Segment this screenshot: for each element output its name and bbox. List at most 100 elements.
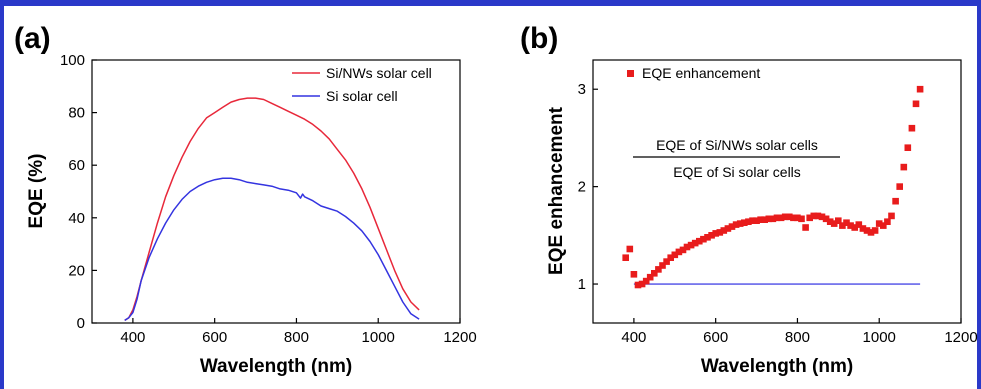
y-tick-label: 0	[77, 315, 85, 332]
data-point	[880, 222, 887, 229]
data-point	[736, 220, 744, 227]
x-tick-label: 400	[621, 329, 646, 346]
data-point	[741, 219, 748, 226]
panel-b-label: (b)	[520, 22, 558, 55]
data-point	[867, 229, 875, 236]
data-point	[761, 216, 768, 223]
panel-a-series-group	[124, 97, 420, 322]
data-point	[646, 273, 654, 281]
data-point	[683, 243, 691, 251]
x-tick-label: 1200	[944, 329, 977, 346]
data-point	[634, 281, 642, 289]
panel-b-plot-frame	[592, 59, 962, 324]
data-point	[847, 222, 854, 229]
y-tick-label: 20	[68, 262, 85, 279]
legend-label-si-nws: Si/NWs solar cell	[326, 65, 432, 81]
data-point	[720, 227, 728, 234]
data-point	[900, 163, 908, 171]
x-tick-label: 1000	[362, 329, 395, 346]
data-point	[871, 227, 879, 234]
panel-a-ylabel: EQE (%)	[26, 154, 47, 229]
x-tick-label: 600	[703, 329, 728, 346]
data-point	[786, 213, 793, 221]
data-point	[765, 215, 773, 223]
data-point	[777, 214, 785, 222]
panel-b-ylabel: EQE enhancement	[546, 106, 567, 275]
data-point	[663, 258, 670, 265]
data-point	[622, 254, 629, 261]
panel-b-series-group	[622, 85, 924, 289]
annotation-denominator: EQE of Si solar cells	[673, 164, 801, 180]
data-point	[875, 220, 883, 227]
panel-b: (b) 400 600 800 1000 1200 1 2 3 Wavelength (nm)…	[520, 22, 978, 377]
data-point	[912, 100, 920, 108]
data-point	[863, 227, 871, 234]
x-tick-label: 800	[284, 329, 309, 346]
x-tick-label: 1000	[863, 329, 896, 346]
data-point	[700, 235, 707, 243]
data-point	[655, 266, 662, 273]
data-point	[638, 280, 646, 288]
x-tick-label: 800	[785, 329, 810, 346]
panel-b-xlabel: Wavelength (nm)	[701, 356, 853, 377]
data-point	[855, 221, 863, 228]
data-point	[839, 222, 846, 229]
data-point	[712, 230, 719, 237]
data-point	[773, 214, 781, 222]
legend-marker-enhancement	[627, 70, 634, 77]
y-tick-label: 100	[60, 52, 85, 69]
data-point	[908, 124, 916, 132]
data-point	[822, 215, 830, 223]
legend-label-enhancement: EQE enhancement	[642, 65, 760, 81]
data-point	[794, 214, 801, 222]
series-line-si	[124, 177, 420, 322]
data-point	[802, 224, 809, 231]
x-tick-label: 400	[120, 329, 145, 346]
data-point	[826, 218, 834, 225]
y-tick-label: 60	[68, 157, 85, 174]
data-point	[696, 237, 703, 245]
data-point	[781, 213, 789, 221]
data-point	[843, 219, 850, 226]
data-point	[651, 270, 658, 277]
panel-a-legend: Si/NWs solar cell Si solar cell	[292, 65, 432, 104]
legend-label-si: Si solar cell	[326, 88, 398, 104]
panel-b-ticks: 400 600 800 1000 1200 1 2 3	[578, 81, 978, 346]
annotation-numerator: EQE of Si/NWs solar cells	[656, 137, 818, 153]
data-point	[757, 216, 764, 223]
data-point	[687, 241, 695, 249]
panel-a-xlabel: Wavelength (nm)	[200, 356, 352, 377]
y-tick-label: 40	[68, 210, 85, 227]
data-point	[704, 234, 711, 241]
data-point	[716, 229, 724, 236]
data-point	[749, 217, 756, 224]
data-point	[892, 197, 899, 205]
y-tick-label: 3	[578, 81, 586, 98]
data-point	[753, 217, 760, 224]
data-point	[728, 223, 736, 230]
data-point	[630, 271, 638, 278]
series-line-si-nws	[124, 97, 420, 322]
y-tick-label: 2	[578, 179, 586, 196]
data-point	[691, 239, 699, 247]
data-point	[859, 225, 867, 232]
data-point	[818, 213, 826, 221]
data-point	[835, 217, 842, 224]
data-point	[675, 248, 683, 256]
data-point	[667, 254, 674, 261]
data-point	[916, 85, 924, 93]
panel-b-ratio-annotation: EQE of Si/NWs solar cells EQE of Si sola…	[633, 137, 840, 180]
data-point	[679, 246, 687, 254]
data-point	[642, 277, 650, 285]
y-tick-label: 1	[578, 276, 586, 293]
data-point	[814, 212, 822, 220]
data-point	[810, 212, 818, 220]
data-point	[806, 214, 813, 222]
panel-a-ticks: 400 600 800 1000 1200 0 20 40 60 80 100	[60, 52, 477, 346]
panel-a-plot-frame	[91, 59, 461, 324]
data-point	[896, 183, 903, 190]
data-point	[671, 251, 679, 259]
data-point	[626, 245, 634, 253]
